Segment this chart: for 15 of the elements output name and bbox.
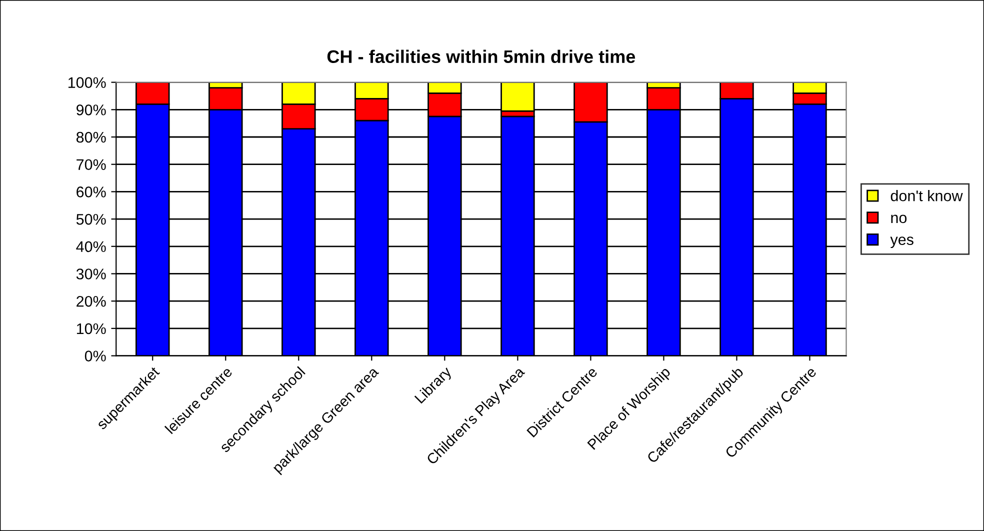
legend-label: yes [890, 236, 914, 248]
y-tick-label: 10% [76, 323, 106, 334]
y-tick-label: 30% [76, 268, 106, 280]
y-tick-label: 90% [76, 104, 106, 116]
y-tick-label: 60% [76, 186, 106, 198]
y-tick-label: 0% [84, 350, 106, 362]
legend-label: don't know [890, 190, 963, 202]
legend-label: no [891, 214, 907, 224]
y-tick-label: 50% [76, 214, 106, 225]
y-tick-label: 70% [76, 159, 106, 170]
y-tick-label: 20% [76, 296, 106, 307]
y-tick-label: 80% [76, 132, 106, 143]
y-tick-label: 100% [68, 77, 106, 88]
y-tick-label: 40% [76, 241, 106, 252]
chart-title: CH - facilities within 5min drive time [327, 50, 636, 64]
